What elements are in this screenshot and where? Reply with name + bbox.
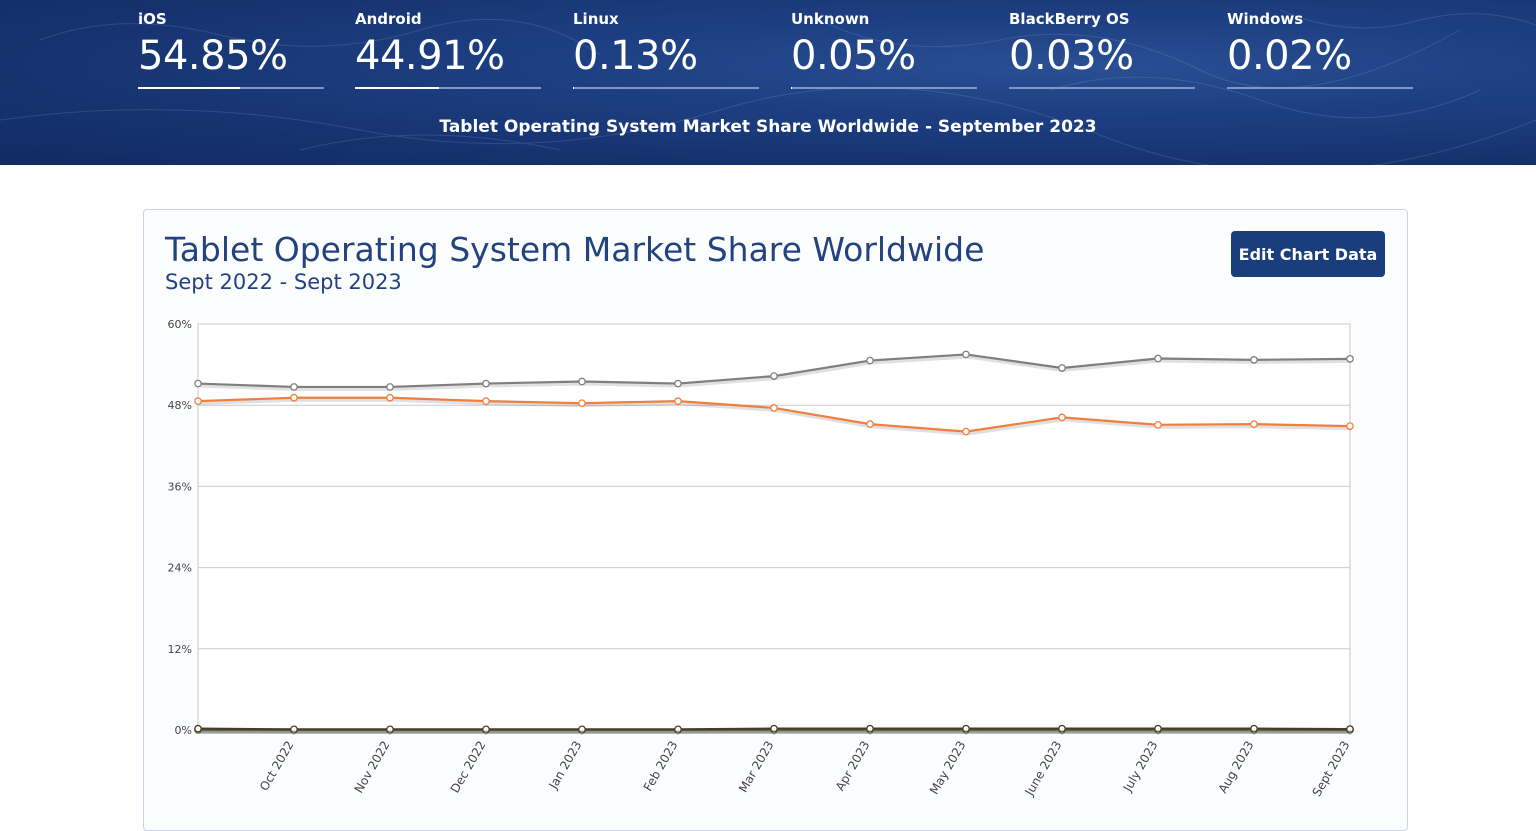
stat-value: 0.02% — [1227, 33, 1352, 79]
data-point[interactable] — [387, 384, 393, 390]
data-point[interactable] — [195, 380, 201, 386]
y-tick-label: 36% — [168, 480, 192, 493]
stat-share-fill — [355, 87, 439, 89]
stat-name: Unknown — [791, 10, 869, 28]
data-point[interactable] — [1059, 414, 1065, 420]
line-chart: statcounter 0%12%24%36%48%60% Oct 2022No… — [144, 210, 1407, 810]
y-tick-label: 0% — [175, 724, 192, 737]
data-point[interactable] — [1059, 365, 1065, 371]
data-point[interactable] — [579, 400, 585, 406]
data-point[interactable] — [291, 395, 297, 401]
data-point[interactable] — [675, 398, 681, 404]
chart-card: Tablet Operating System Market Share Wor… — [143, 209, 1408, 831]
data-point[interactable] — [195, 398, 201, 404]
data-point[interactable] — [1251, 357, 1257, 363]
data-point[interactable] — [963, 428, 969, 434]
stats-banner: iOS 54.85% Android 44.91% Linux 0.13% Un… — [0, 0, 1536, 165]
world-map-texture — [0, 0, 1536, 165]
data-point[interactable] — [483, 380, 489, 386]
stat-value: 0.13% — [573, 33, 698, 79]
x-tick-label: Jan 2023 — [546, 739, 585, 793]
x-tick-label: Apr 2023 — [833, 739, 873, 794]
y-tick-label: 24% — [168, 562, 192, 575]
stat-share-bar — [573, 87, 759, 89]
stat-share-bar — [791, 87, 977, 89]
x-tick-label: Aug 2023 — [1216, 739, 1257, 796]
data-point[interactable] — [195, 725, 201, 731]
stat-share-bar — [355, 87, 541, 89]
stat-value: 54.85% — [138, 33, 288, 79]
x-tick-label: Oct 2022 — [257, 739, 297, 794]
data-point[interactable] — [1251, 421, 1257, 427]
data-point[interactable] — [867, 421, 873, 427]
data-point[interactable] — [1155, 355, 1161, 361]
x-tick-label: Dec 2022 — [448, 739, 489, 796]
data-point[interactable] — [1155, 422, 1161, 428]
stat-value: 0.05% — [791, 33, 916, 79]
stat-value: 0.03% — [1009, 33, 1134, 79]
banner-title: Tablet Operating System Market Share Wor… — [0, 117, 1536, 137]
stat-share-bar — [1009, 87, 1195, 89]
stat-name: Windows — [1227, 10, 1303, 28]
data-point[interactable] — [675, 380, 681, 386]
x-tick-label: Feb 2023 — [641, 739, 681, 794]
stat-value: 44.91% — [355, 33, 505, 79]
stat-name: BlackBerry OS — [1009, 10, 1130, 28]
x-axis: Oct 2022 Nov 2022 Dec 2022 Jan 2023 Feb 2023… — [257, 730, 1353, 799]
data-point[interactable] — [483, 398, 489, 404]
stat-name: Linux — [573, 10, 619, 28]
stat-share-bar — [138, 87, 324, 89]
data-point[interactable] — [387, 395, 393, 401]
x-tick-label: Mar 2023 — [736, 739, 777, 795]
stat-share-bar — [1227, 87, 1413, 89]
x-tick-label: Nov 2022 — [352, 739, 393, 796]
data-point[interactable] — [771, 405, 777, 411]
x-tick-label: May 2023 — [927, 739, 969, 797]
y-tick-label: 48% — [168, 399, 192, 412]
stat-name: Android — [355, 10, 422, 28]
data-point[interactable] — [1347, 423, 1353, 429]
data-point[interactable] — [579, 378, 585, 384]
data-point[interactable] — [867, 357, 873, 363]
plot-area — [198, 324, 1350, 730]
y-tick-label: 12% — [168, 643, 192, 656]
x-tick-label: June 2023 — [1022, 739, 1065, 799]
data-point[interactable] — [291, 384, 297, 390]
y-tick-label: 60% — [168, 318, 192, 331]
data-point[interactable] — [963, 351, 969, 357]
data-point[interactable] — [771, 373, 777, 379]
stat-name: iOS — [138, 10, 167, 28]
stat-share-fill — [138, 87, 240, 89]
data-point[interactable] — [1347, 356, 1353, 362]
x-tick-label: Sept 2023 — [1310, 739, 1353, 799]
x-tick-label: July 2023 — [1120, 739, 1161, 795]
